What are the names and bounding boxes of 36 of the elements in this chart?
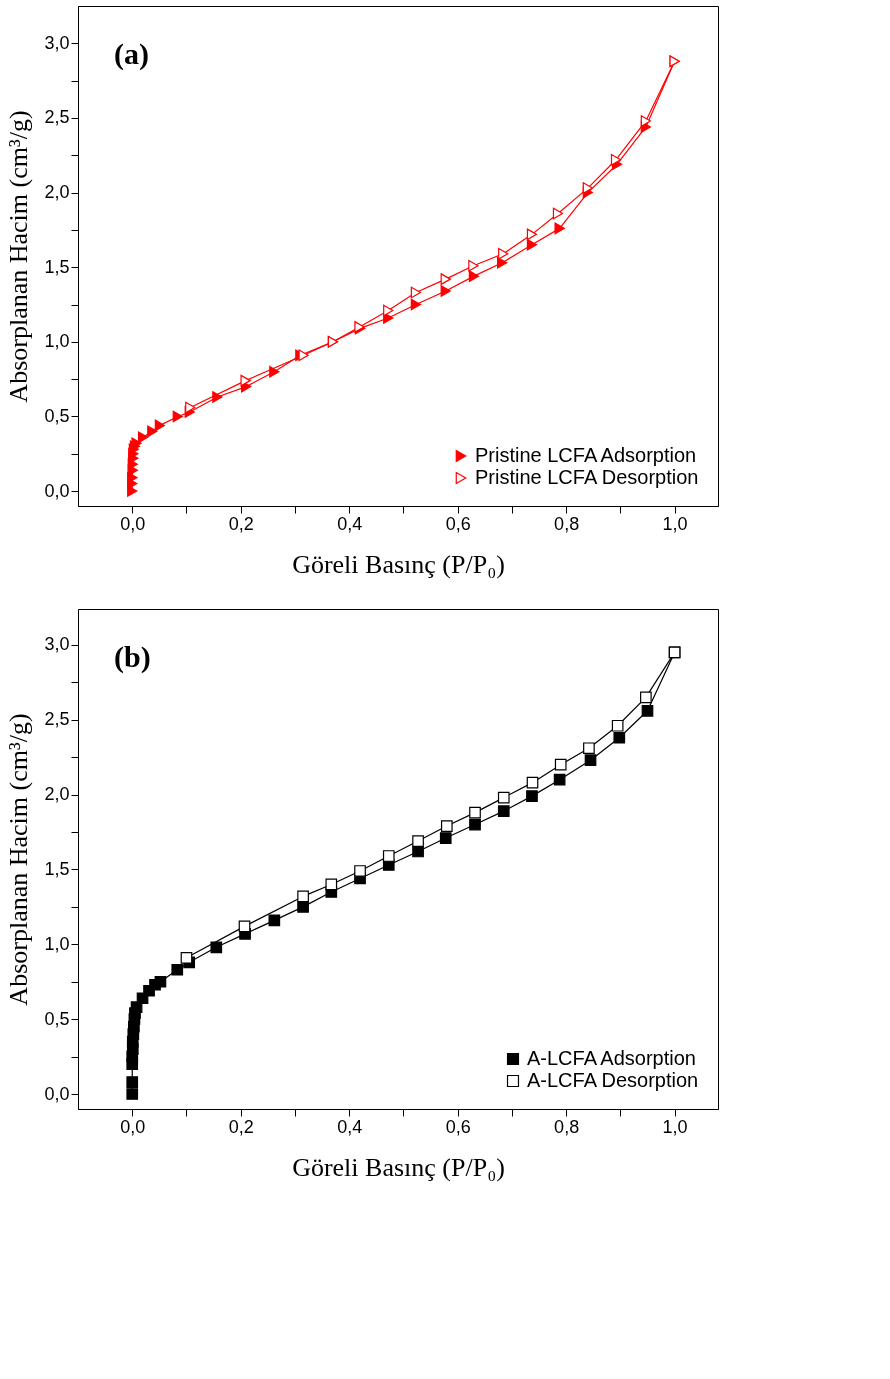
- x-axis-title: Göreli Basınç (P/P₀): [292, 549, 505, 579]
- x-axis-title: Göreli Basınç (P/P₀): [292, 1152, 505, 1182]
- x-tick-label: 0,4: [337, 1116, 363, 1137]
- x-tick-label: 0,2: [228, 1116, 254, 1137]
- x-tick-label: 0,6: [445, 1116, 471, 1137]
- legend-label: A-LCFA Adsorption: [527, 1047, 696, 1069]
- y-tick-label: 2,0: [44, 182, 70, 203]
- legend-label: A-LCFA Desorption: [527, 1069, 699, 1091]
- y-tick-label: 0,5: [44, 1008, 70, 1029]
- x-tick-label: 0,2: [228, 513, 254, 534]
- y-tick-label: 0,0: [44, 480, 70, 501]
- x-tick-label: 0,6: [445, 513, 471, 534]
- x-tick-label: 0,0: [120, 1116, 146, 1137]
- x-tick-label: 1,0: [662, 513, 688, 534]
- annotation: (b): [114, 640, 151, 674]
- y-tick-label: 0,5: [44, 405, 70, 426]
- legend-label: Pristine LCFA Adsorption: [475, 444, 697, 466]
- y-tick-label: 1,0: [44, 933, 70, 954]
- y-tick-label: 1,5: [44, 858, 70, 879]
- x-tick-label: 0,8: [554, 1116, 580, 1137]
- y-tick-label: 1,5: [44, 256, 70, 277]
- x-tick-label: 0,0: [120, 513, 146, 534]
- y-axis-title: Absorplanan Hacim (cm³/g): [4, 110, 34, 403]
- x-tick-label: 0,8: [554, 513, 580, 534]
- y-tick-label: 2,5: [44, 709, 70, 730]
- x-tick-label: 1,0: [662, 1116, 688, 1137]
- y-tick-label: 1,0: [44, 331, 70, 352]
- y-tick-label: 2,5: [44, 107, 70, 128]
- y-axis-title: Absorplanan Hacim (cm³/g): [4, 713, 34, 1006]
- y-tick-label: 2,0: [44, 784, 70, 805]
- y-tick-label: 0,0: [44, 1083, 70, 1104]
- legend-label: Pristine LCFA Desorption: [475, 466, 699, 488]
- annotation: (a): [114, 37, 149, 71]
- x-tick-label: 0,4: [337, 513, 363, 534]
- y-tick-label: 3,0: [44, 634, 70, 655]
- y-tick-label: 3,0: [44, 32, 70, 53]
